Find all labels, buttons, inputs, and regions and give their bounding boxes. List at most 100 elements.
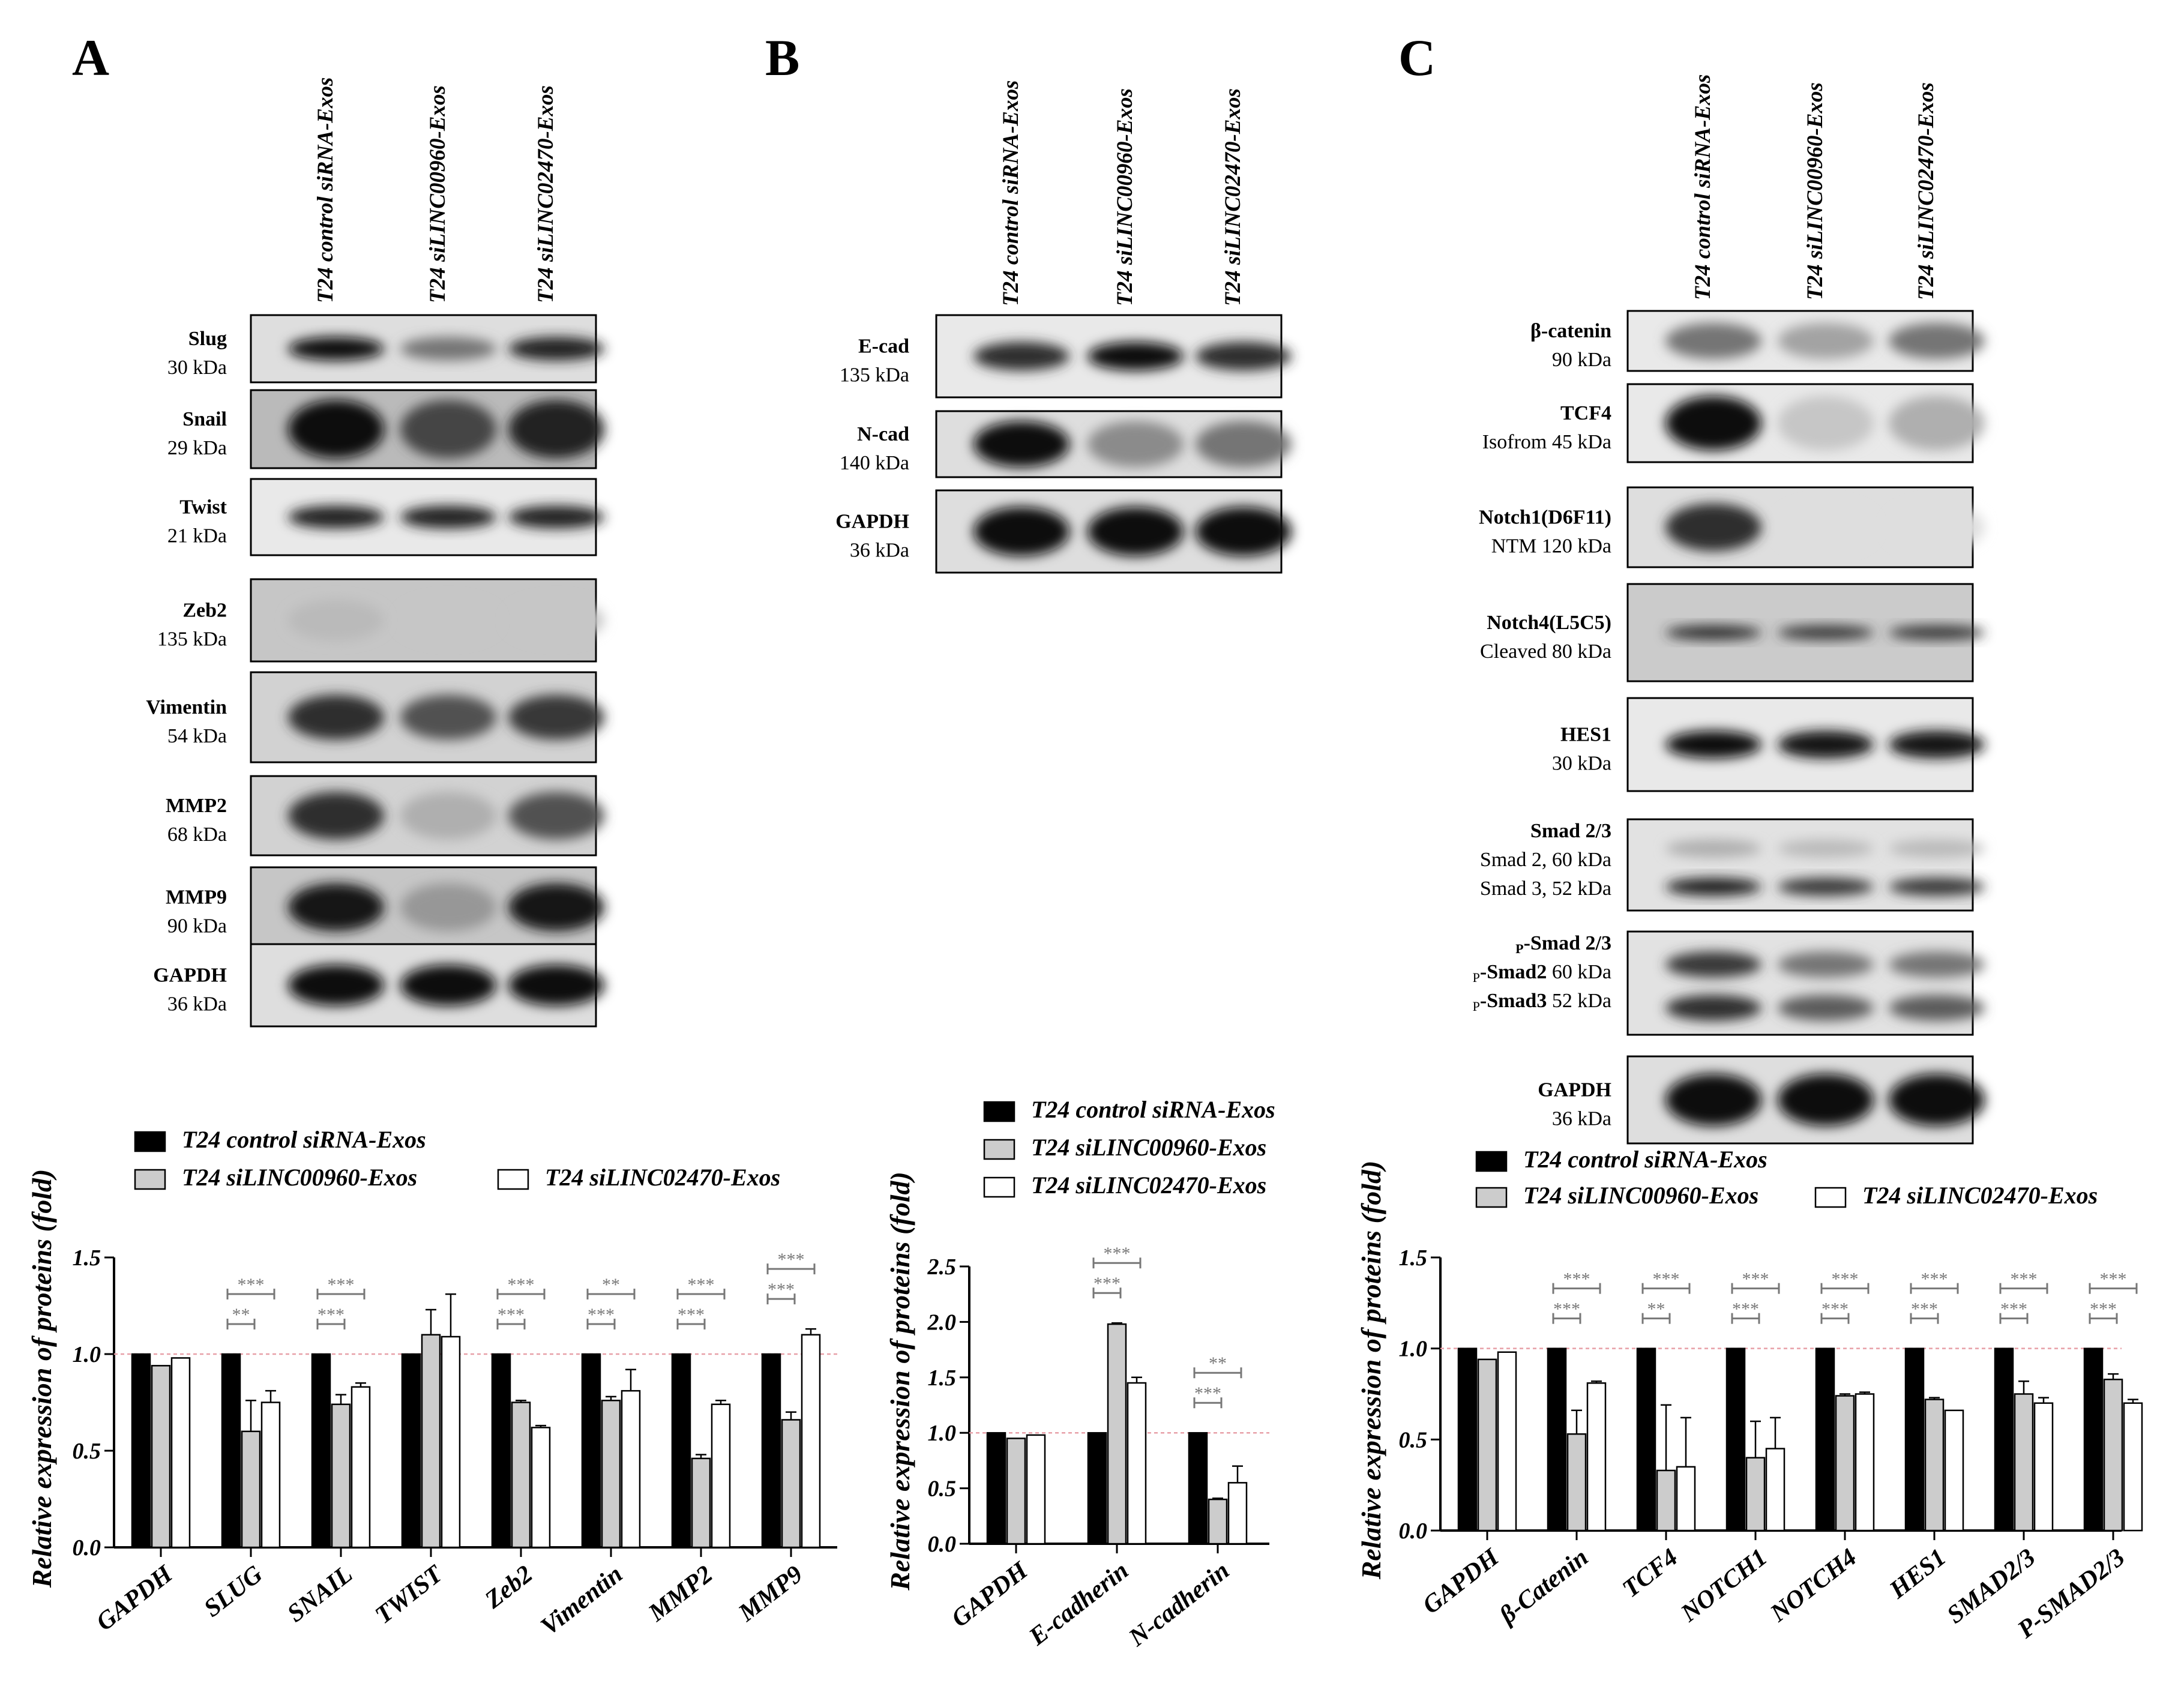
significance-inner: *** (316, 1305, 346, 1329)
bar-t24-silinc00960-exos-twist (421, 1334, 441, 1549)
blot-band (400, 965, 496, 1006)
blot-band (1889, 323, 1985, 359)
significance-label: *** (1653, 1269, 1680, 1289)
blot-label: MMP2 (166, 795, 227, 817)
bar-t24-control-sirna-exos-mmp2 (671, 1353, 691, 1549)
legend-item-3: T24 siLINC02470-Exos (497, 1164, 780, 1191)
y-tick-label: 1.5 (1399, 1245, 1428, 1271)
significance-label: *** (1832, 1269, 1859, 1289)
significance-label: *** (498, 1305, 525, 1325)
blot-label: GAPDH (153, 965, 227, 987)
bar-t24-silinc02470-exos-twist (441, 1335, 461, 1549)
blot-band (1889, 730, 1985, 759)
bar-t24-silinc00960-exos-e-cadherin (1107, 1323, 1127, 1545)
blot-band (400, 400, 496, 459)
significance-label: *** (2000, 1299, 2027, 1319)
blot-label: β-catenin (1530, 320, 1611, 342)
legend-swatch (983, 1176, 1015, 1198)
significance-inner: *** (2089, 1299, 2118, 1324)
blot-band (400, 337, 496, 361)
bar-t24-silinc00960-exos-mmp2 (691, 1457, 711, 1549)
lane-header-t24-control-sirna-exos: T24 control siRNA-Exos (1691, 74, 1715, 300)
blot-band (1665, 1074, 1761, 1126)
blot-band (400, 505, 496, 529)
bar-chart-panel-a: 0.0 0.5 1.0 1.5 Relative expression of prote… (26, 1169, 837, 1641)
blot-band (1087, 421, 1184, 468)
significance-outer: ** (1193, 1353, 1242, 1379)
blot-band (1778, 878, 1874, 896)
blot-band (508, 792, 604, 840)
blot-band (288, 965, 384, 1006)
blot-row-mmp9: MMP9 90 kDa (166, 866, 604, 948)
blot-band (1665, 878, 1761, 896)
x-tick-label-e-cadherin: E-cadherin (1024, 1557, 1134, 1652)
y-axis-label: Relative expression of proteins (fold) (1356, 1161, 1386, 1580)
significance-label: *** (1094, 1274, 1121, 1293)
blot-band (508, 965, 604, 1006)
blot-size: 30 kDa (167, 357, 227, 379)
significance-label: *** (1921, 1269, 1948, 1289)
blot-label: Zeb2 (182, 600, 227, 622)
blot-band (1665, 503, 1761, 552)
blot-row-slug: Slug 30 kDa (167, 314, 604, 384)
y-tick-label: 0.0 (73, 1535, 101, 1561)
significance-inner: *** (1092, 1274, 1122, 1299)
blot-band (288, 505, 384, 529)
blot-size: 68 kDa (167, 823, 227, 846)
blot-band (1196, 507, 1292, 556)
bar-t24-control-sirna-exos-smad2-3 (1994, 1347, 2014, 1532)
legend-swatch (1475, 1151, 1508, 1172)
significance-label: *** (317, 1305, 344, 1325)
blot-size: 21 kDa (167, 525, 227, 547)
western-blot-panel-b: T24 control siRNA-Exos T24 siLINC00960-Ex… (835, 80, 1292, 574)
blot-row-tcf4: TCF4 Isofrom 45 kDa (1482, 383, 1985, 463)
legend-item-2: T24 siLINC00960-Exos (134, 1164, 417, 1191)
significance-inner: *** (1193, 1383, 1223, 1409)
bar-t24-control-sirna-exos-vimentin (581, 1353, 601, 1549)
blot-band (508, 337, 604, 361)
lane-header-t24-silinc02470-exos: T24 siLINC02470-Exos (1914, 82, 1939, 300)
bar-t24-control-sirna-exos-slug (221, 1353, 241, 1549)
blot-size: 36 kDa (1552, 1108, 1611, 1130)
significance-label: ** (1647, 1299, 1665, 1319)
blot-band (1087, 342, 1184, 371)
blot-size: 29 kDa (167, 437, 227, 459)
y-tick-label: 2.5 (927, 1254, 957, 1280)
blot-label: P-Smad 2/3 (1515, 932, 1611, 956)
x-tick-label-vimentin: Vimentin (536, 1561, 628, 1641)
blot-label: Smad 2/3 (1530, 820, 1611, 842)
significance-label: *** (1104, 1244, 1131, 1263)
significance-label: *** (2100, 1269, 2127, 1289)
blot-band (288, 883, 384, 932)
bar-t24-silinc02470-exos-notch1 (1765, 1448, 1785, 1532)
blot-row-gapdh: GAPDH 36 kDa (153, 943, 604, 1028)
bar-t24-silinc02470-exos-mmp9 (801, 1334, 821, 1549)
lane-header-t24-control-sirna-exos: T24 control siRNA-Exos (313, 77, 338, 303)
x-tick-label-notch1: NOTCH1 (1676, 1544, 1772, 1628)
bar-t24-silinc02470-exos-smad2-3 (2033, 1402, 2054, 1532)
significance-label: *** (1822, 1299, 1849, 1319)
x-tick-label-catenin: β-Catenin (1494, 1544, 1593, 1630)
x-tick-label-hes1: HES1 (1884, 1544, 1951, 1605)
significance-label: *** (238, 1275, 265, 1295)
bar-t24-silinc00960-exos-vimentin (601, 1400, 621, 1549)
x-tick-label-mmp9: MMP9 (733, 1561, 808, 1628)
legend-item-3: T24 siLINC02470-Exos (983, 1172, 1266, 1199)
y-tick-label: 0.5 (1399, 1427, 1428, 1453)
x-tick-label-n-cadherin: N-cadherin (1124, 1557, 1235, 1652)
significance-label: *** (678, 1305, 705, 1325)
blot-band (1196, 342, 1292, 371)
significance-inner: *** (496, 1305, 526, 1329)
significance-inner: *** (1731, 1299, 1760, 1324)
blot-row-e-cad: E-cad 135 kDa (840, 314, 1292, 399)
y-axis-label: Relative expression of proteins (fold) (885, 1172, 915, 1591)
bar-t24-silinc00960-exos-gapdh (1477, 1358, 1497, 1532)
blot-row-gapdh: GAPDH 36 kDa (835, 489, 1292, 574)
lane-header-t24-silinc00960-exos: T24 siLINC00960-Exos (1113, 88, 1137, 306)
legend-item-1: T24 control siRNA-Exos (1475, 1146, 1767, 1173)
blot-band (400, 694, 496, 740)
blot-band (1665, 396, 1761, 451)
blot-band (400, 883, 496, 932)
significance-outer: *** (1641, 1269, 1691, 1294)
lane-header-t24-silinc00960-exos: T24 siLINC00960-Exos (426, 85, 450, 303)
